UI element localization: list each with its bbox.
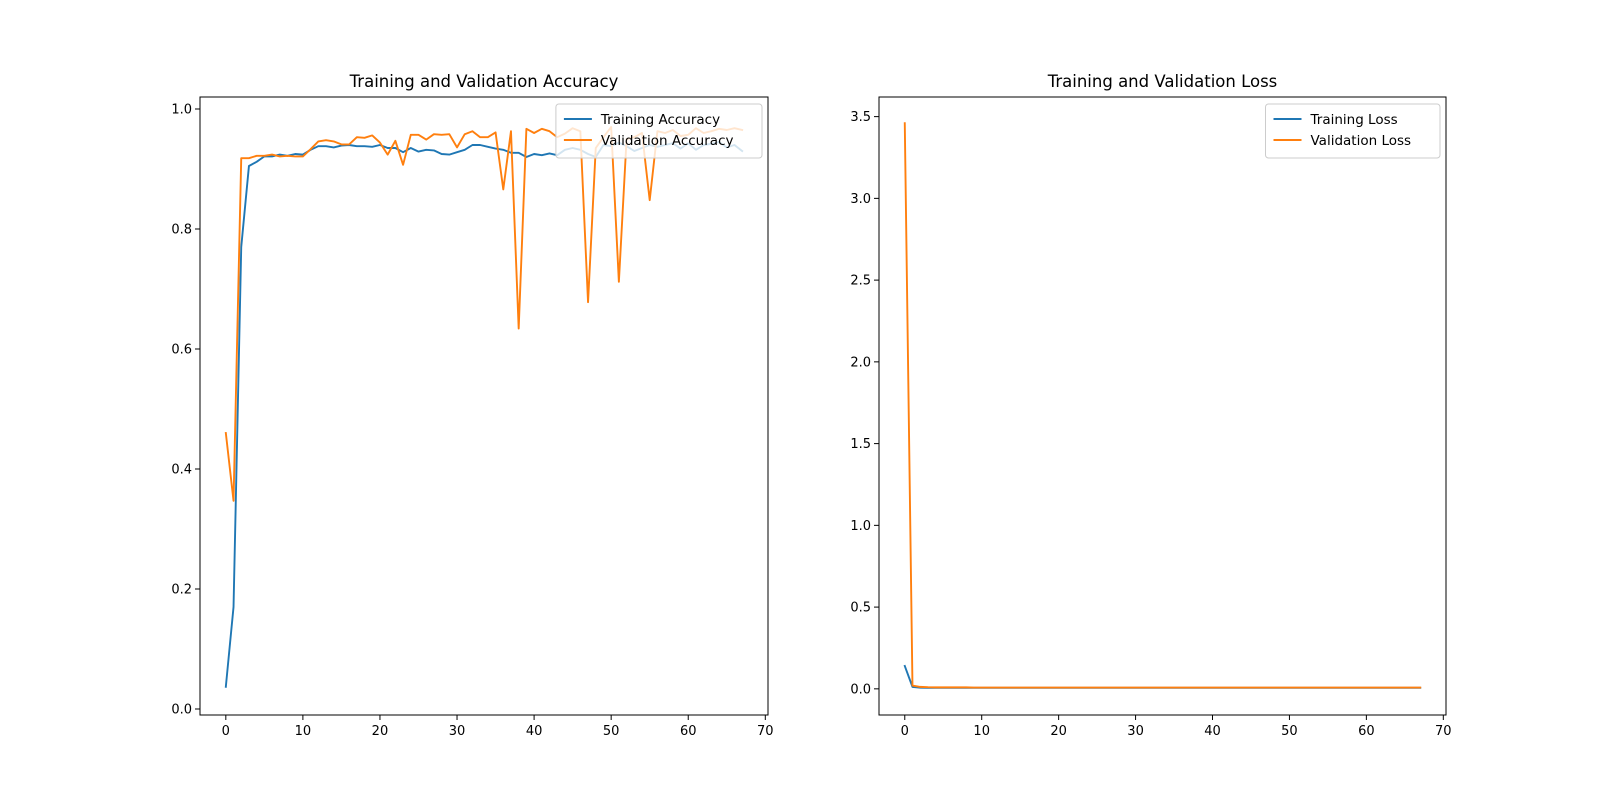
y-tick-label: 0.6 — [171, 343, 192, 358]
x-tick-label: 70 — [757, 724, 774, 739]
chart-accuracy: Training and Validation Accuracy 0 10 20 30 4… — [171, 72, 773, 739]
y-tick-label: 0.0 — [171, 703, 192, 718]
y-tick-label: 0.5 — [850, 601, 871, 616]
legend-box — [1265, 103, 1441, 159]
legend-label: Training Loss — [1310, 112, 1398, 128]
y-tick-label: 2.5 — [850, 274, 871, 289]
x-tick-label: 60 — [680, 724, 697, 739]
x-tick-label: 0 — [901, 724, 909, 739]
legend-box — [555, 103, 763, 159]
axes-frame — [199, 96, 769, 716]
chart-loss: Training and Validation Loss 0 10 20 30 40 50 6… — [850, 72, 1451, 739]
chart-title: Training and Validation Loss — [1047, 72, 1278, 91]
x-tick-label: 10 — [295, 724, 312, 739]
legend-label: Training Accuracy — [600, 112, 720, 128]
x-tick-label: 50 — [1281, 724, 1298, 739]
y-tick-label: 3.5 — [850, 110, 871, 125]
x-tick-label: 20 — [372, 724, 389, 739]
x-tick-label: 20 — [1050, 724, 1067, 739]
y-tick-label: 1.0 — [171, 103, 192, 118]
x-tick-label: 60 — [1358, 724, 1375, 739]
y-tick-label: 0.8 — [171, 223, 192, 238]
x-tick-label: 10 — [973, 724, 990, 739]
y-tick-label: 0.0 — [850, 682, 871, 697]
series-line-training-accuracy — [224, 141, 744, 688]
x-tick-label: 50 — [603, 724, 620, 739]
legend-label: Validation Accuracy — [601, 133, 734, 149]
axes-frame — [878, 96, 1447, 716]
y-tick-label: 2.0 — [850, 355, 871, 370]
y-tick-label: 1.0 — [850, 519, 871, 534]
x-tick-label: 40 — [1204, 724, 1221, 739]
y-tick-label: 3.0 — [850, 192, 871, 207]
series-line-validation-loss — [903, 122, 1422, 689]
series-line-training-loss — [903, 664, 1422, 689]
x-tick-label: 30 — [449, 724, 466, 739]
y-tick-label: 0.2 — [171, 583, 192, 598]
y-tick-label: 0.4 — [171, 463, 192, 478]
x-tick-label: 70 — [1435, 724, 1452, 739]
legend: Training Accuracy Validation Accuracy — [555, 103, 763, 159]
chart-title: Training and Validation Accuracy — [349, 72, 619, 91]
x-tick-label: 40 — [526, 724, 543, 739]
legend-label: Validation Loss — [1311, 133, 1412, 149]
x-tick-label: 30 — [1127, 724, 1144, 739]
y-tick-label: 1.5 — [850, 437, 871, 452]
x-tick-label: 0 — [222, 724, 230, 739]
series-line-validation-accuracy — [224, 126, 744, 502]
legend: Training Loss Validation Loss — [1265, 103, 1441, 159]
